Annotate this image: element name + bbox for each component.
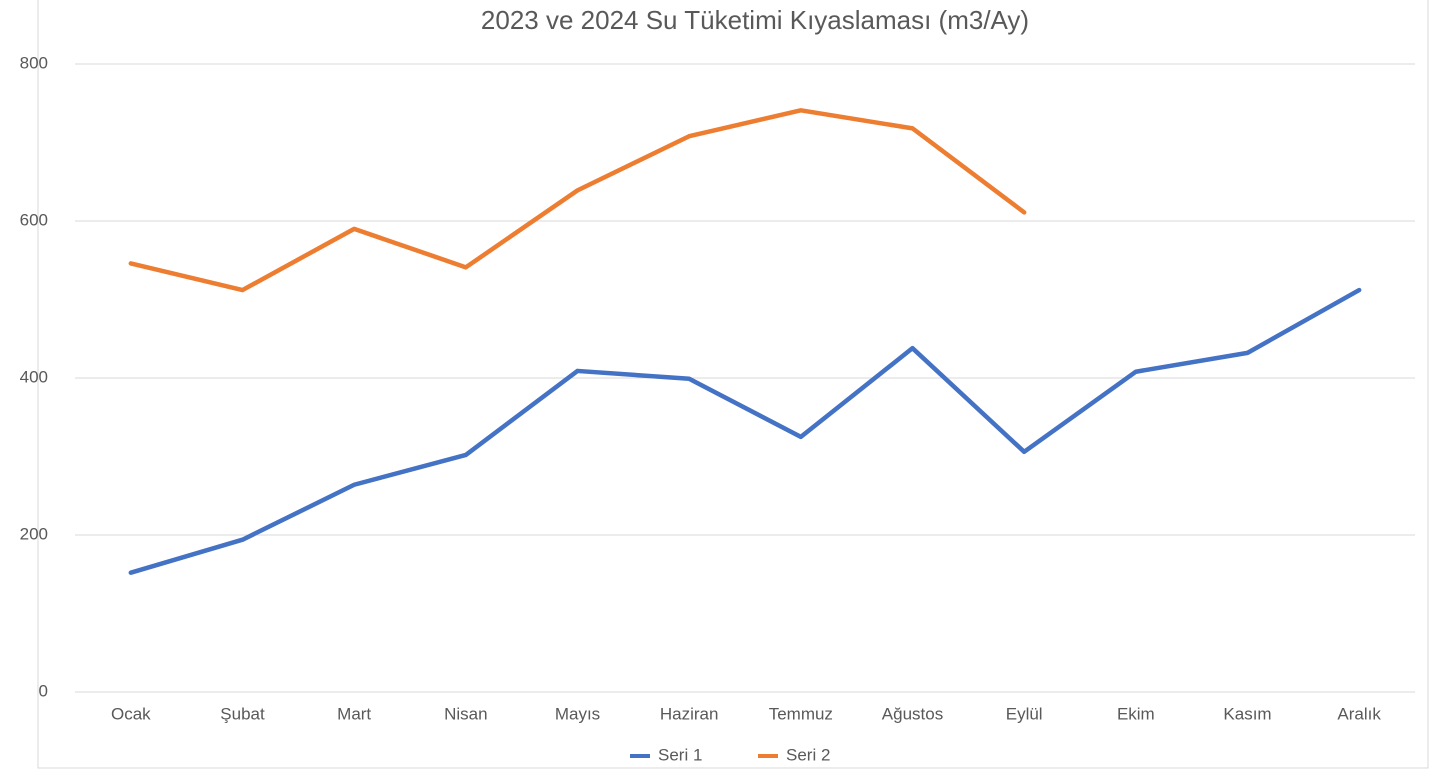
y-tick-label: 400 bbox=[20, 367, 48, 386]
x-tick-label: Temmuz bbox=[769, 704, 833, 723]
series-line bbox=[128, 287, 1362, 575]
x-tick-label: Haziran bbox=[660, 704, 719, 723]
series-line bbox=[128, 108, 1027, 293]
x-tick-label: Ocak bbox=[111, 704, 151, 723]
x-tick-label: Nisan bbox=[444, 704, 487, 723]
chart-border bbox=[37, 0, 1429, 769]
x-tick-label: Kasım bbox=[1223, 704, 1271, 723]
y-tick-label: 800 bbox=[20, 53, 48, 72]
y-tick-label: 0 bbox=[39, 681, 48, 700]
x-tick-label: Aralık bbox=[1337, 704, 1381, 723]
x-tick-label: Mayıs bbox=[555, 704, 600, 723]
chart-title: 2023 ve 2024 Su Tüketimi Kıyaslaması (m3… bbox=[481, 5, 1029, 35]
x-tick-label: Ekim bbox=[1117, 704, 1155, 723]
y-tick-label: 600 bbox=[20, 210, 48, 229]
legend-label: Seri 2 bbox=[786, 745, 830, 764]
legend-label: Seri 1 bbox=[658, 745, 702, 764]
x-tick-label: Eylül bbox=[1006, 704, 1043, 723]
y-tick-label: 200 bbox=[20, 524, 48, 543]
x-tick-label: Mart bbox=[337, 704, 371, 723]
x-tick-label: Şubat bbox=[220, 704, 265, 723]
x-tick-label: Ağustos bbox=[882, 704, 943, 723]
